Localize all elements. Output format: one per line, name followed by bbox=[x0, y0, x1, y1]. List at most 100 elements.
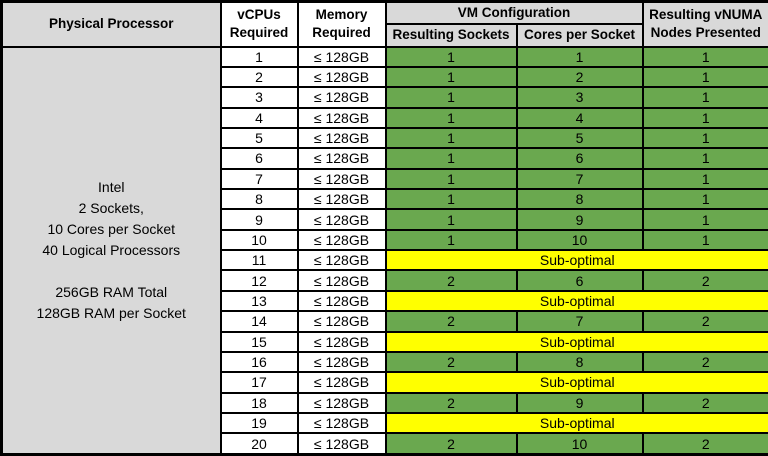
vcpus-cell: 10 bbox=[219, 228, 299, 252]
sockets-cell: 1 bbox=[384, 126, 518, 150]
nodes-cell: 1 bbox=[641, 45, 768, 68]
vm-configuration-header: VM Configuration bbox=[384, 0, 644, 25]
physical-processor-header: Physical Processor bbox=[0, 0, 222, 48]
resulting-sockets-header: Resulting Sockets bbox=[384, 22, 518, 48]
nodes-cell: 2 bbox=[641, 432, 768, 456]
header-row-1: Physical Processor vCPUs Required Memory… bbox=[0, 0, 768, 48]
vcpus-cell: 7 bbox=[219, 167, 299, 191]
cores-cell: 6 bbox=[515, 269, 644, 292]
sockets-cell: 1 bbox=[384, 86, 518, 109]
vcpus-cell: 5 bbox=[219, 126, 299, 150]
table-row: 20 ≤ 128GB 2 10 2 bbox=[2, 432, 768, 456]
memory-cell: ≤ 128GB bbox=[296, 167, 387, 191]
memory-cell: ≤ 128GB bbox=[296, 126, 387, 150]
vnuma-header-line1: Resulting vNUMA bbox=[649, 7, 763, 23]
vcpus-cell: 11 bbox=[219, 249, 299, 272]
sockets-cell: 1 bbox=[384, 208, 518, 231]
sockets-cell: 1 bbox=[384, 187, 518, 211]
cores-cell: 8 bbox=[515, 187, 644, 211]
vcpus-cell: 14 bbox=[219, 310, 299, 333]
memory-cell: ≤ 128GB bbox=[296, 371, 387, 394]
nodes-cell: 2 bbox=[641, 391, 768, 414]
sockets-cell: 2 bbox=[384, 350, 518, 374]
proc-line-sockets: 2 Sockets, bbox=[78, 199, 144, 216]
cores-cell: 1 bbox=[515, 45, 644, 68]
memory-cell: ≤ 128GB bbox=[296, 147, 387, 170]
table-row: 11 ≤ 128GB Sub-optimal bbox=[2, 249, 768, 272]
memory-cell: ≤ 128GB bbox=[296, 269, 387, 292]
memory-cell: ≤ 128GB bbox=[296, 432, 387, 456]
proc-line-logical: 40 Logical Processors bbox=[42, 241, 181, 258]
table-row: 7 ≤ 128GB 1 7 1 bbox=[2, 167, 768, 191]
cores-cell: 5 bbox=[515, 126, 644, 150]
nodes-cell: 2 bbox=[641, 350, 768, 374]
vcpus-cell: 18 bbox=[219, 391, 299, 414]
memory-cell: ≤ 128GB bbox=[296, 65, 387, 89]
memory-cell: ≤ 128GB bbox=[296, 86, 387, 109]
nodes-cell: 1 bbox=[641, 147, 768, 170]
suboptimal-cell: Sub-optimal bbox=[384, 411, 768, 435]
vcpus-cell: 20 bbox=[219, 432, 299, 456]
cores-cell: 3 bbox=[515, 86, 644, 109]
nodes-cell: 2 bbox=[641, 310, 768, 333]
sockets-cell: 2 bbox=[384, 432, 518, 456]
table-row: 12 ≤ 128GB 2 6 2 bbox=[2, 269, 768, 292]
nodes-cell: 1 bbox=[641, 187, 768, 211]
suboptimal-cell: Sub-optimal bbox=[384, 330, 768, 353]
nodes-cell: 1 bbox=[641, 228, 768, 252]
sockets-cell: 2 bbox=[384, 269, 518, 292]
table-row: 19 ≤ 128GB Sub-optimal bbox=[2, 411, 768, 435]
vcpus-header-line1: vCPUs bbox=[237, 7, 281, 23]
table-row: 9 ≤ 128GB 1 9 1 bbox=[2, 208, 768, 231]
proc-line-gap bbox=[4, 261, 219, 282]
cores-cell: 9 bbox=[515, 391, 644, 414]
table-row: Intel 2 Sockets, 10 Cores per Socket 40 … bbox=[0, 45, 768, 456]
vcpus-cell: 16 bbox=[219, 350, 299, 374]
table-row: 17 ≤ 128GB Sub-optimal bbox=[2, 371, 768, 394]
cores-cell: 7 bbox=[515, 167, 644, 191]
memory-cell: ≤ 128GB bbox=[296, 249, 387, 272]
vcpus-header-line2: Required bbox=[229, 25, 289, 41]
vcpus-cell: 6 bbox=[219, 147, 299, 170]
cores-cell: 6 bbox=[515, 147, 644, 170]
memory-header-line1: Memory bbox=[315, 7, 368, 23]
memory-cell: ≤ 128GB bbox=[296, 391, 387, 414]
table-row: 8 ≤ 128GB 1 8 1 bbox=[2, 187, 768, 211]
cores-cell: 9 bbox=[515, 208, 644, 231]
memory-cell: ≤ 128GB bbox=[296, 45, 387, 68]
cores-per-socket-header: Cores per Socket bbox=[515, 22, 644, 48]
table-row: 6 ≤ 128GB 1 6 1 bbox=[2, 147, 768, 170]
vcpus-cell: 19 bbox=[219, 411, 299, 435]
cores-cell: 8 bbox=[515, 350, 644, 374]
nodes-cell: 1 bbox=[641, 65, 768, 89]
table-row: 10 ≤ 128GB 1 10 1 bbox=[2, 228, 768, 252]
cores-cell: 10 bbox=[515, 228, 644, 252]
nodes-cell: 2 bbox=[641, 269, 768, 292]
memory-cell: ≤ 128GB bbox=[296, 208, 387, 231]
vcpus-cell: 12 bbox=[219, 269, 299, 292]
table-row: 16 ≤ 128GB 2 8 2 bbox=[2, 350, 768, 374]
vnuma-header-line2: Nodes Presented bbox=[650, 25, 761, 41]
vcpus-cell: 4 bbox=[219, 106, 299, 129]
vcpus-cell: 9 bbox=[219, 208, 299, 231]
nodes-cell: 1 bbox=[641, 208, 768, 231]
table-row: 4 ≤ 128GB 1 4 1 bbox=[2, 106, 768, 129]
physical-processor-cell: Intel 2 Sockets, 10 Cores per Socket 40 … bbox=[0, 45, 222, 456]
proc-line-ram-total: 256GB RAM Total bbox=[55, 283, 168, 300]
vcpus-cell: 8 bbox=[219, 187, 299, 211]
cores-cell: 10 bbox=[515, 432, 644, 456]
sockets-cell: 2 bbox=[384, 310, 518, 333]
sockets-cell: 1 bbox=[384, 228, 518, 252]
memory-cell: ≤ 128GB bbox=[296, 350, 387, 374]
sockets-cell: 1 bbox=[384, 106, 518, 129]
cores-cell: 7 bbox=[515, 310, 644, 333]
vcpus-cell: 3 bbox=[219, 86, 299, 109]
cores-cell: 2 bbox=[515, 65, 644, 89]
table-row: 3 ≤ 128GB 1 3 1 bbox=[2, 86, 768, 109]
proc-line-cores: 10 Cores per Socket bbox=[47, 220, 176, 237]
memory-cell: ≤ 128GB bbox=[296, 310, 387, 333]
cores-cell: 4 bbox=[515, 106, 644, 129]
nodes-cell: 1 bbox=[641, 126, 768, 150]
